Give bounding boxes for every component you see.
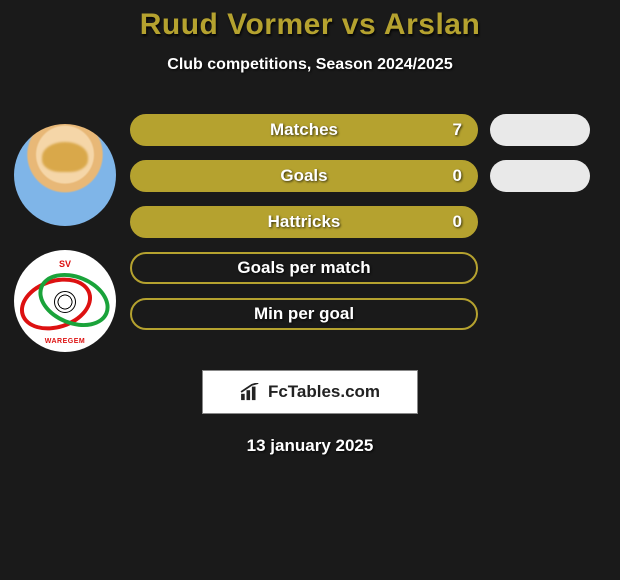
stats-column: Matches 7 Goals 0 Hattricks 0 Goals per match M… xyxy=(130,114,478,330)
footer: FcTables.com 13 january 2025 xyxy=(0,370,620,456)
right-column xyxy=(478,114,620,192)
left-column: SV WAREGEM xyxy=(0,114,130,352)
stat-label: Hattricks xyxy=(268,212,341,232)
stat-bar: Goals 0 xyxy=(130,160,478,192)
stat-label: Goals per match xyxy=(237,258,370,278)
club-badge: SV WAREGEM xyxy=(14,250,116,352)
brand-box[interactable]: FcTables.com xyxy=(202,370,418,414)
stat-label: Min per goal xyxy=(254,304,354,324)
stat-bar: Matches 7 xyxy=(130,114,478,146)
club-badge-top-text: SV xyxy=(25,259,105,269)
stat-label: Goals xyxy=(280,166,327,186)
right-pill xyxy=(490,114,590,146)
brand-text: FcTables.com xyxy=(268,382,380,402)
right-pill xyxy=(490,160,590,192)
page-subtitle: Club competitions, Season 2024/2025 xyxy=(167,56,452,74)
page-title: Ruud Vormer vs Arslan xyxy=(140,8,481,42)
stat-value: 0 xyxy=(453,212,462,232)
stat-bar: Min per goal xyxy=(130,298,478,330)
brand-chart-icon xyxy=(240,383,262,401)
player-avatar xyxy=(14,124,116,226)
comparison-card: Ruud Vormer vs Arslan Club competitions,… xyxy=(0,0,620,456)
comparison-body: SV WAREGEM Matches7Goals0Hattricks0Goals… xyxy=(0,114,620,352)
stat-value: 0 xyxy=(453,166,462,186)
date-text: 13 january 2025 xyxy=(247,436,374,456)
stat-bar: Hattricks 0 xyxy=(130,206,478,238)
stat-label: Matches xyxy=(270,120,338,140)
club-badge-bottom-text: WAREGEM xyxy=(25,338,105,345)
stat-bar: Goals per match xyxy=(130,252,478,284)
stat-value: 7 xyxy=(453,120,462,140)
